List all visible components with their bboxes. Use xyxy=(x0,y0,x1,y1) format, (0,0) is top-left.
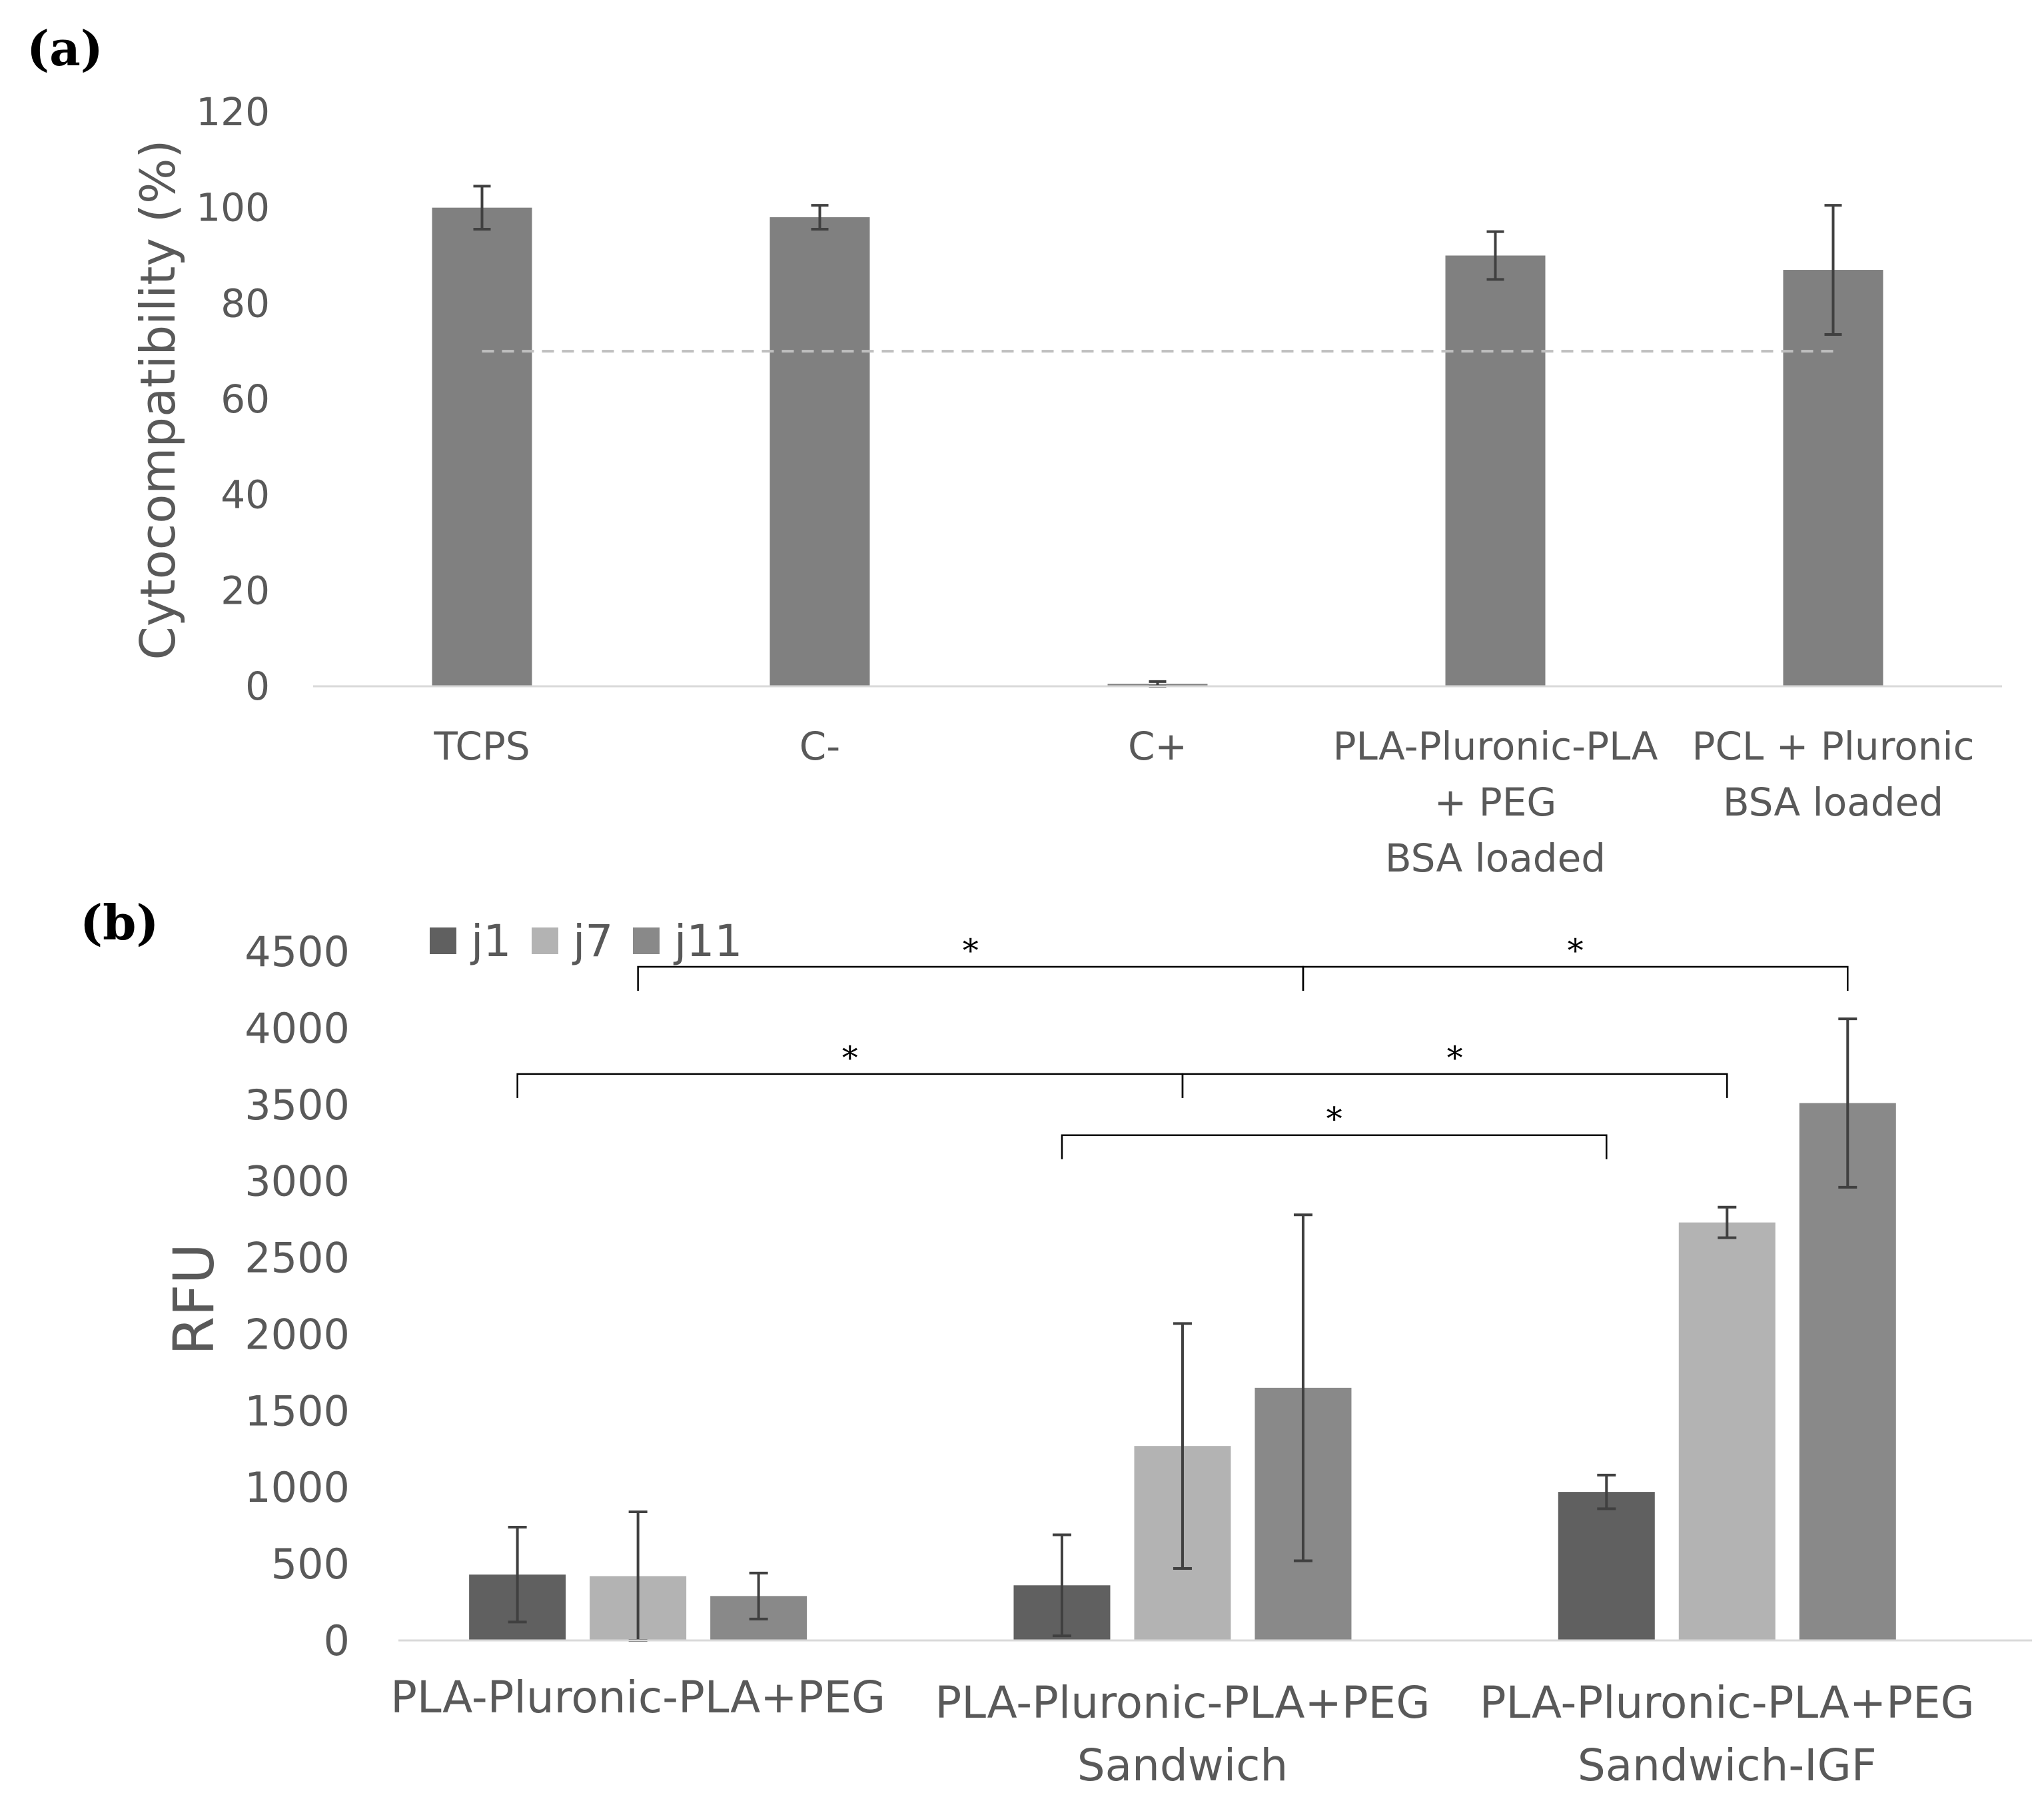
error-bars-a xyxy=(473,185,1842,688)
bar-a xyxy=(1783,270,1883,686)
significance-bracket xyxy=(1302,965,1849,991)
x-axis-categories-b: PLA-Pluronic-PLA+PEG PLA-Pluronic-PLA+PEG… xyxy=(390,1672,1975,1791)
y-tick-label-a: 0 xyxy=(245,664,270,709)
x-category-label-a: BSA loaded xyxy=(1723,780,1943,825)
x-category-label-b: PLA-Pluronic-PLA+PEG xyxy=(1480,1677,1975,1728)
y-tick-label-b: 3000 xyxy=(245,1157,350,1206)
bar-j7 xyxy=(1678,1222,1776,1640)
legend-swatch-j1 xyxy=(430,927,456,954)
bar-a xyxy=(432,207,532,687)
y-tick-label-a: 80 xyxy=(221,281,270,326)
panel-label-a: (a) xyxy=(27,20,103,77)
y-axis-title-b: RFU xyxy=(161,1243,227,1355)
legend-label-j1: j1 xyxy=(470,915,511,967)
significance-star: * xyxy=(1447,1039,1463,1077)
x-category-label-a: BSA loaded xyxy=(1385,836,1606,881)
significance-star: * xyxy=(1568,932,1584,969)
y-tick-label-b: 2000 xyxy=(245,1310,350,1359)
error-bars-b xyxy=(508,1017,1857,1642)
y-axis-title-a: Cytocompatibility (%) xyxy=(130,139,186,660)
x-category-label-a: C+ xyxy=(1128,724,1187,769)
x-category-label-a: PCL + Pluronic xyxy=(1692,724,1975,769)
x-category-label-b: PLA-Pluronic-PLA+PEG xyxy=(390,1672,885,1723)
y-tick-label-b: 1500 xyxy=(245,1387,350,1435)
y-tick-label-b: 1000 xyxy=(245,1463,350,1512)
x-category-label-b: Sandwich-IGF xyxy=(1578,1740,1877,1791)
significance-bracket xyxy=(516,1073,1184,1098)
chart-a: (a) Cytocompatibility (%) 0 20 40 60 80 100 12… xyxy=(27,20,2002,881)
legend-b: j1 j7 j11 xyxy=(430,915,742,967)
bar-j11 xyxy=(1799,1103,1896,1640)
y-tick-label-a: 20 xyxy=(221,568,270,613)
significance-brackets-b: * * * * * xyxy=(516,932,1849,1159)
bar-j1 xyxy=(1558,1492,1655,1640)
bar-a xyxy=(769,217,870,686)
legend-swatch-j7 xyxy=(532,927,558,954)
significance-bracket xyxy=(1181,1073,1728,1098)
significance-star: * xyxy=(963,932,979,969)
y-tick-label-a: 60 xyxy=(221,376,270,422)
bar-a xyxy=(1445,255,1546,686)
legend-label-j11: j11 xyxy=(673,915,742,967)
y-tick-label-b: 4500 xyxy=(245,927,350,976)
significance-star: * xyxy=(842,1039,858,1077)
x-category-label-a: PLA-Pluronic-PLA xyxy=(1333,724,1658,769)
y-tick-label-b: 2500 xyxy=(245,1234,350,1283)
y-tick-label-b: 3500 xyxy=(245,1081,350,1129)
bars-b xyxy=(469,1103,1896,1640)
x-axis-categories-a: TCPS C- C+ PLA-Pluronic-PLA + PEG BSA loaded P… xyxy=(433,724,1974,881)
y-tick-label-a: 120 xyxy=(196,89,270,135)
panel-label-b: (b) xyxy=(80,894,159,951)
chart-b: (b) RFU j1 j7 j11 0 500 1000 1500 2000 2500 3000… xyxy=(80,894,2032,1791)
y-tick-label-a: 40 xyxy=(221,472,270,518)
y-axis-ticks-a: 0 20 40 60 80 100 120 xyxy=(196,89,270,709)
legend-swatch-j11 xyxy=(633,927,660,954)
bars-a xyxy=(432,207,1883,687)
x-category-label-a: + PEG xyxy=(1434,780,1557,825)
y-tick-label-b: 500 xyxy=(271,1540,350,1588)
significance-star: * xyxy=(1326,1101,1342,1138)
x-category-label-b: PLA-Pluronic-PLA+PEG xyxy=(935,1677,1430,1728)
legend-label-j7: j7 xyxy=(572,915,613,967)
x-category-label-b: Sandwich xyxy=(1077,1740,1288,1791)
y-tick-label-a: 100 xyxy=(196,185,270,231)
significance-bracket xyxy=(637,965,1304,991)
x-category-label-a: TCPS xyxy=(433,724,530,769)
y-tick-label-b: 0 xyxy=(324,1616,350,1665)
significance-bracket xyxy=(1061,1134,1608,1159)
y-axis-ticks-b: 0 500 1000 1500 2000 2500 3000 3500 4000 4500 xyxy=(245,927,350,1665)
y-tick-label-b: 4000 xyxy=(245,1004,350,1053)
x-category-label-a: C- xyxy=(799,724,840,769)
